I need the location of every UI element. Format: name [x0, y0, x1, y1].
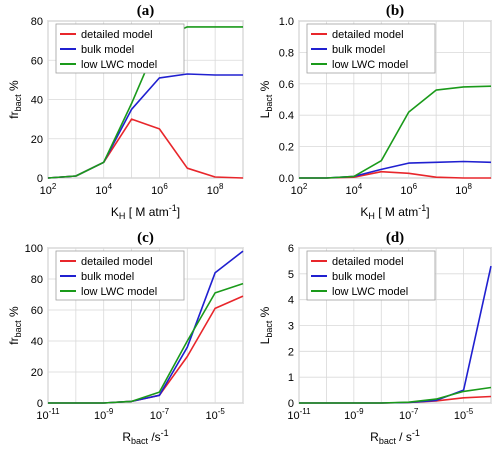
legend-label: detailed model — [332, 29, 404, 41]
y-tick-label: 80 — [31, 274, 43, 286]
y-axis-title: Lbact % — [258, 80, 274, 118]
panel-title: (a) — [137, 3, 155, 19]
y-axis-title: frbact % — [7, 80, 23, 119]
legend-label: bulk model — [332, 271, 385, 283]
legend — [306, 23, 436, 74]
series-line-low-lwc-model — [299, 386, 492, 404]
y-tick-label: 80 — [31, 16, 43, 28]
y-axis-title: frbact % — [7, 306, 23, 345]
x-tick-label: 108 — [455, 182, 472, 197]
x-axis-title: KH [ M atm-1] — [360, 203, 429, 221]
legend-label: low LWC model — [81, 286, 157, 298]
x-tick-label: 104 — [95, 182, 112, 197]
panel-title: (b) — [386, 3, 404, 19]
y-tick-label: 0.6 — [279, 79, 294, 91]
y-tick-label: 20 — [31, 367, 43, 379]
panel-title: (c) — [137, 230, 154, 246]
x-tick-label: 102 — [291, 182, 308, 197]
legend-label: low LWC model — [81, 59, 157, 71]
panel-1: (a) 0 20 40 60 80 102 104 106 108 KH [ M atm-1] frb… — [7, 3, 244, 221]
x-axis-title: Rbact / s-1 — [370, 428, 420, 446]
x-tick-label: 10-9 — [344, 407, 364, 422]
x-tick-label: 108 — [207, 182, 224, 197]
x-tick-label: 10-5 — [205, 407, 225, 422]
series-line-low-lwc-model — [48, 282, 244, 404]
legend-label: detailed model — [81, 29, 153, 41]
y-axis-title: Lbact % — [258, 306, 274, 344]
x-tick-label: 10-7 — [150, 407, 170, 422]
x-tick-label: 10-9 — [94, 407, 114, 422]
x-tick-label: 106 — [400, 182, 417, 197]
legend — [55, 23, 185, 74]
x-tick-label: 10-7 — [399, 407, 419, 422]
panel-title: (d) — [386, 230, 404, 246]
legend-label: detailed model — [81, 256, 153, 268]
y-tick-label: 40 — [31, 95, 43, 107]
y-tick-label: 60 — [31, 305, 43, 317]
legend-label: bulk model — [81, 271, 134, 283]
x-axis-title: Rbact /s-1 — [122, 428, 168, 446]
y-tick-label: 0 — [37, 173, 43, 185]
y-tick-label: 0 — [288, 398, 294, 410]
y-tick-label: 1.0 — [279, 16, 294, 28]
x-tick-label: 102 — [40, 182, 57, 197]
y-tick-label: 100 — [25, 243, 43, 255]
y-tick-label: 2 — [288, 346, 294, 358]
legend — [306, 250, 436, 301]
series-line-low-lwc-model — [299, 85, 492, 179]
x-axis-title: KH [ M atm-1] — [111, 203, 180, 221]
y-tick-label: 0 — [37, 398, 43, 410]
y-tick-label: 4 — [288, 295, 294, 307]
y-tick-label: 6 — [288, 243, 294, 255]
y-tick-label: 3 — [288, 321, 294, 333]
panel-2: (b) 0.0 0.2 0.4 0.6 0.8 1.0 102 104 106 108 KH [ M … — [258, 3, 492, 221]
panel-3: (c) 0 20 40 60 80 100 10-11 10-9 10-7 10-5 Rbact /s… — [7, 230, 244, 446]
y-tick-label: 40 — [31, 336, 43, 348]
x-tick-label: 10-11 — [287, 407, 311, 422]
x-tick-label: 106 — [151, 182, 168, 197]
y-tick-label: 0.4 — [279, 110, 294, 122]
legend-label: bulk model — [81, 44, 134, 56]
x-tick-label: 10-11 — [36, 407, 60, 422]
legend-label: low LWC model — [332, 286, 408, 298]
legend — [55, 250, 185, 301]
legend-label: low LWC model — [332, 59, 408, 71]
x-tick-label: 104 — [346, 182, 363, 197]
y-tick-label: 20 — [31, 134, 43, 146]
legend-label: bulk model — [332, 44, 385, 56]
x-tick-label: 10-5 — [454, 407, 474, 422]
y-tick-label: 0.0 — [279, 173, 294, 185]
y-tick-label: 5 — [288, 269, 294, 281]
y-tick-label: 60 — [31, 55, 43, 67]
y-tick-label: 0.8 — [279, 47, 294, 59]
y-tick-label: 1 — [288, 372, 294, 384]
y-tick-label: 0.2 — [279, 142, 294, 154]
panel-4: (d) 0 1 2 3 4 5 6 10-11 10-9 10-7 10-5 Rbact / s-1 Lb… — [258, 230, 492, 446]
legend-label: detailed model — [332, 256, 404, 268]
